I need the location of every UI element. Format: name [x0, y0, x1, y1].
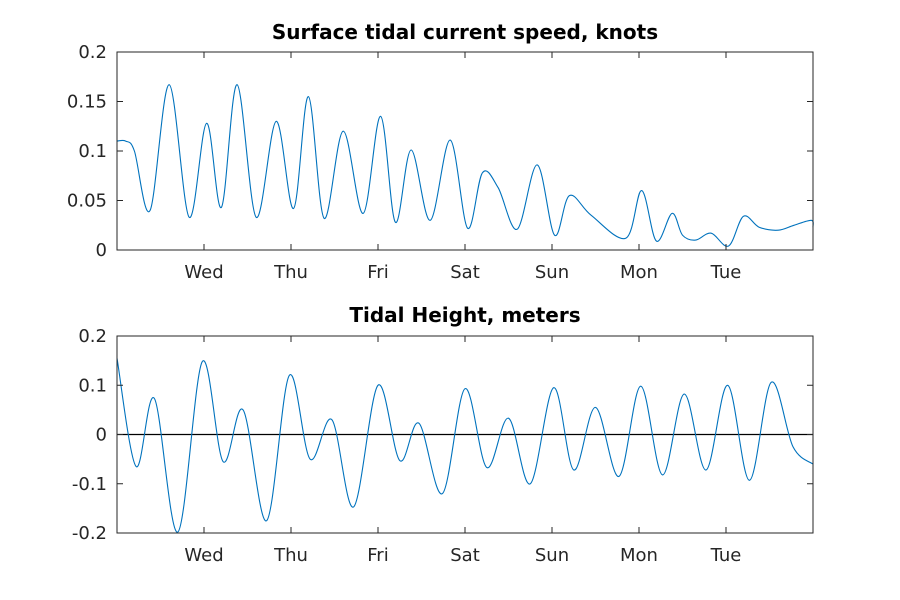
x-tick-label: Fri	[367, 262, 388, 283]
series-line-0	[116, 358, 814, 533]
x-tick-label: Sun	[535, 262, 569, 283]
x-tick-label: Thu	[273, 262, 308, 283]
series-line-0	[116, 84, 814, 247]
y-tick-label: -0.1	[72, 474, 107, 495]
y-tick-label: 0	[96, 240, 107, 261]
y-tick-label: 0.2	[78, 326, 107, 347]
current-speed-chart: Surface tidal current speed, knots 0 0.05…	[67, 20, 814, 283]
y-tick-label: 0.05	[67, 191, 107, 212]
x-tick-label: Wed	[184, 545, 223, 566]
chart-title: Surface tidal current speed, knots	[272, 20, 658, 44]
x-tick-label: Sat	[450, 262, 480, 283]
y-tick-label: 0.15	[67, 92, 107, 113]
x-tick-label: Wed	[184, 262, 223, 283]
x-tick-label: Mon	[620, 262, 658, 283]
y-tick-label: 0.1	[78, 141, 107, 162]
x-tick-label: Mon	[620, 545, 658, 566]
y-tick-label: 0	[96, 425, 107, 446]
x-tick-label: Tue	[710, 262, 742, 283]
x-tick-label: Sun	[535, 545, 569, 566]
chart-title: Tidal Height, meters	[349, 303, 580, 327]
x-tick-label: Tue	[710, 545, 742, 566]
y-tick-label: -0.2	[72, 523, 107, 544]
y-tick-label: 0.1	[78, 375, 107, 396]
x-tick-label: Sat	[450, 545, 480, 566]
y-tick-label: 0.2	[78, 42, 107, 63]
x-tick-label: Fri	[367, 545, 388, 566]
tidal-height-chart: Tidal Height, meters -0.2 -0.1 0 0.1 0.2 Wed T…	[72, 303, 814, 566]
x-tick-label: Thu	[273, 545, 308, 566]
